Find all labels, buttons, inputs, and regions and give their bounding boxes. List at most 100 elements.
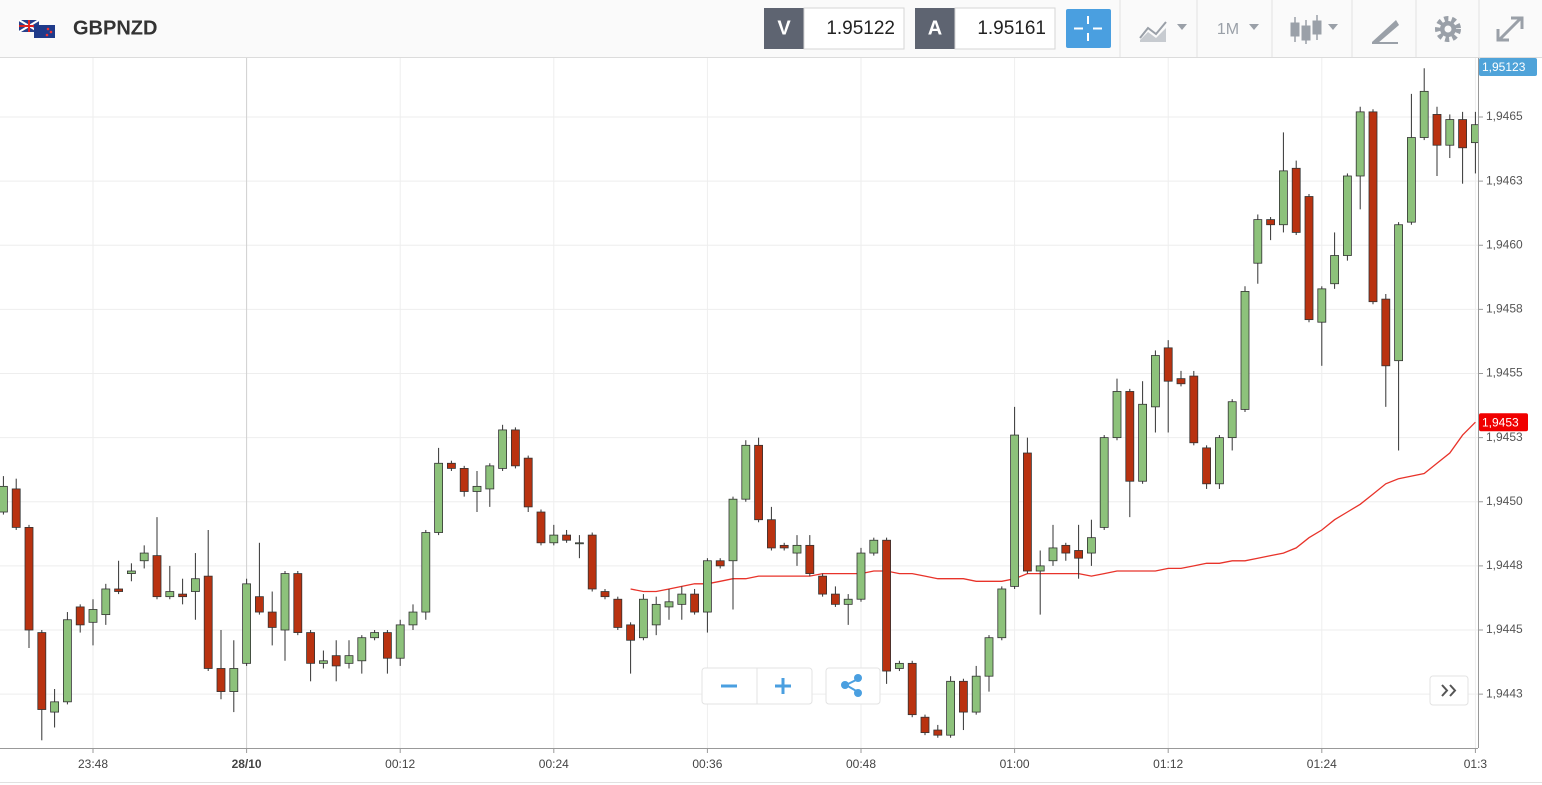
x-tick-label: 00:36 [692, 757, 722, 771]
price-tag [1479, 413, 1528, 432]
candle-body-down [1266, 219, 1275, 226]
crosshair-button[interactable] [1066, 9, 1111, 48]
candle-body-down [1304, 196, 1314, 321]
candle-body-up [1240, 291, 1250, 410]
candle-body-up [946, 680, 955, 736]
candle-body-down [779, 544, 789, 549]
chart-type-button[interactable] [1139, 21, 1187, 42]
candle-body-up [651, 603, 661, 626]
bid-box[interactable] [803, 7, 905, 50]
candle-body-up [1279, 170, 1288, 226]
candle-body-up [1445, 119, 1455, 146]
candle-body-down [959, 680, 968, 713]
candle-body-up [703, 560, 712, 613]
candle-body-up [242, 583, 252, 664]
candle-body-down [37, 632, 47, 710]
share-button[interactable] [825, 667, 881, 705]
candle-body-down [1189, 375, 1199, 444]
candle-body-down [933, 729, 943, 736]
scroll-to-end-button[interactable] [1429, 675, 1469, 706]
candle-body-down [1125, 391, 1135, 482]
y-tick-label: 1,9455 [1486, 366, 1523, 380]
bid-button[interactable] [764, 8, 804, 49]
candle-body-down [216, 668, 226, 692]
candle-style-button[interactable] [1290, 15, 1338, 44]
candle-body-up [395, 624, 405, 659]
candle-body-down [920, 716, 930, 734]
candle-body-up [1317, 288, 1327, 323]
candle-body-down [907, 662, 917, 716]
candle-body-up [1355, 111, 1365, 177]
moving-average-line [630, 421, 1476, 593]
candle-body-down [1432, 114, 1442, 146]
candle-body-down [1381, 298, 1391, 367]
price-tag-label: 1,95123 [1482, 60, 1526, 74]
candle-body-up [575, 542, 584, 545]
candle-body-up [1394, 224, 1403, 362]
symbol: GBPNZD [73, 17, 157, 39]
candle-body-up [50, 701, 59, 713]
candle-body-up [728, 498, 738, 562]
settings-button[interactable] [1435, 16, 1461, 42]
candle-body-up [1010, 434, 1019, 587]
candle-body-down [1074, 550, 1083, 559]
flag-icon [18, 19, 55, 38]
candle-body-up [190, 578, 200, 592]
candle-body-up [434, 462, 444, 533]
candle-body-down [818, 575, 827, 595]
grid [0, 58, 1478, 748]
candle-body-down [626, 624, 635, 641]
candle-body-up [370, 632, 380, 639]
drawing-tools-button[interactable] [1372, 20, 1399, 44]
candle-body-up [856, 552, 866, 600]
candle-body-down [600, 591, 610, 598]
ask-button[interactable] [915, 8, 955, 49]
candle-body-up [741, 444, 751, 500]
candle-body-down [75, 606, 85, 626]
candle-body-up [984, 637, 994, 677]
candle-body-down [831, 593, 840, 605]
bid-label: V [777, 17, 791, 39]
candle-body-down [178, 593, 188, 598]
y-tick-label: 1,9443 [1486, 686, 1523, 700]
candle-body-up [1419, 90, 1429, 138]
y-tick-label: 1,9465 [1486, 109, 1523, 123]
candle-body-down [114, 588, 123, 592]
candle-body-up [1099, 437, 1109, 528]
candle-body-up [280, 573, 290, 631]
candle-body-down [306, 632, 316, 664]
fullscreen-button[interactable] [1496, 16, 1524, 42]
candle-body-up [472, 485, 482, 492]
zoom-in-button[interactable] [775, 678, 791, 694]
candle-body-up [1138, 403, 1147, 482]
candle-body-down [1291, 167, 1301, 233]
candle-body-down [1202, 447, 1211, 485]
ask-box[interactable] [954, 7, 1056, 50]
dividers [1119, 0, 1480, 57]
candle-body-up [139, 552, 149, 562]
candle-body-down [587, 534, 597, 590]
candle-body-up [792, 544, 802, 554]
candle-body-down [523, 457, 533, 508]
candle-body-up [549, 534, 559, 544]
candle-body-up [843, 598, 853, 605]
candle-body-down [293, 573, 303, 633]
x-tick-label: 01:24 [1307, 757, 1337, 771]
candle-body-up [344, 655, 354, 664]
axes: 1,94651,94631,94601,94581,94551,94531,94… [78, 58, 1537, 771]
candle-body-down [536, 511, 546, 544]
candle-body-up [1471, 124, 1478, 144]
candle-body-up [127, 570, 136, 574]
x-tick-label: 28/10 [232, 757, 262, 771]
candle-body-up [1087, 537, 1096, 554]
candle-body-up [1343, 175, 1352, 256]
timeframe-button[interactable]: 1M [1217, 21, 1259, 38]
header: GBPNZD V 1.95122 A 1.95161 1M [0, 0, 1542, 58]
candle-body-up [165, 591, 175, 598]
candle-body-up [1151, 355, 1160, 408]
candle-body-down [562, 534, 571, 541]
candle-body-up [971, 675, 981, 713]
y-tick-label: 1,9445 [1486, 622, 1523, 636]
y-tick-label: 1,9448 [1486, 558, 1523, 572]
